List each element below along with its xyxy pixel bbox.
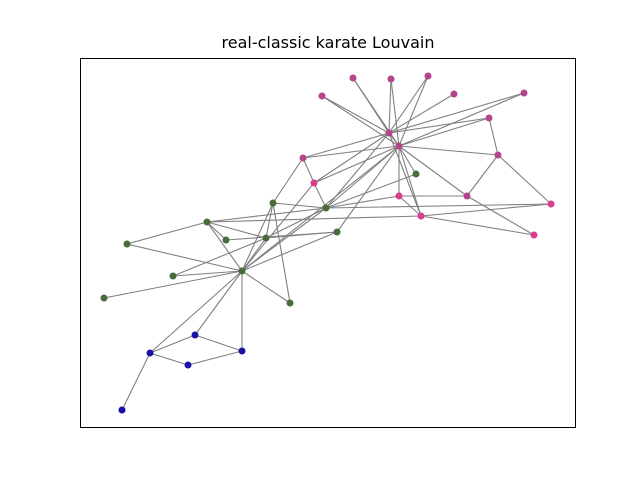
edge-n20-n19: [272, 202, 327, 209]
node-n25: [123, 240, 131, 248]
node-n13: [395, 192, 403, 200]
edge-n8-n6: [388, 92, 525, 134]
edge-n32-n33: [187, 350, 243, 366]
edge-n16-n21: [206, 215, 422, 223]
edge-n23-n26: [172, 237, 267, 277]
edge-n25-n21: [126, 221, 208, 245]
node-layer: [100, 72, 555, 414]
edge-n24-n27: [241, 231, 338, 272]
edge-n16-n17: [420, 215, 535, 236]
edge-n21-n27: [206, 221, 243, 272]
node-n22: [222, 236, 230, 244]
edge-n12-n27: [241, 182, 315, 272]
node-n18: [412, 170, 420, 178]
edge-n30-n31: [149, 334, 196, 354]
edge-n29-n27: [241, 270, 291, 304]
edge-n9-n10: [398, 145, 499, 156]
node-n9: [395, 142, 403, 150]
edge-n20-n13: [325, 195, 400, 209]
plot-frame: [80, 58, 576, 428]
edge-n19-n29: [272, 202, 291, 304]
node-n20: [322, 204, 330, 212]
edge-n8-n7: [388, 117, 490, 134]
edge-n20-n18: [325, 173, 417, 209]
edge-n9-n1: [321, 95, 400, 147]
edge-n9-n3: [390, 78, 400, 147]
edge-layer: [103, 75, 552, 411]
node-n6: [520, 89, 528, 97]
node-n14: [463, 192, 471, 200]
edge-n27-n31: [149, 270, 243, 354]
node-n15: [547, 200, 555, 208]
edge-n10-n14: [466, 154, 499, 197]
edge-n28-n27: [103, 270, 243, 299]
node-n10: [494, 151, 502, 159]
node-n33: [184, 361, 192, 369]
node-n1: [318, 92, 326, 100]
edge-n20-n23: [265, 207, 327, 239]
edge-n20-n21: [206, 207, 327, 223]
edge-n21-n23: [206, 221, 267, 239]
edge-n31-n33: [149, 352, 189, 366]
edge-n19-n23: [265, 202, 274, 239]
edge-n21-n22: [206, 221, 227, 241]
edge-n9-n16: [398, 145, 422, 217]
node-n34: [118, 406, 126, 414]
node-n3: [387, 75, 395, 83]
edge-n26-n27: [172, 270, 243, 277]
node-n21: [203, 218, 211, 226]
node-n27: [238, 267, 246, 275]
edge-n9-n11: [302, 145, 400, 159]
edge-n9-n12: [313, 145, 400, 184]
node-n24: [333, 228, 341, 236]
edge-n15-n20: [325, 203, 552, 209]
edge-n25-n27: [126, 243, 243, 272]
edge-n9-n4: [398, 75, 429, 147]
edge-n8-n3: [388, 78, 392, 134]
node-n11: [299, 154, 307, 162]
edge-n30-n32: [194, 334, 243, 352]
edge-n19-n27: [241, 202, 274, 272]
edge-n8-n4: [388, 75, 429, 134]
node-n4: [424, 72, 432, 80]
edge-n11-n19: [272, 157, 304, 204]
edge-n8-n11: [302, 132, 390, 159]
edge-n7-n10: [488, 117, 499, 156]
node-n19: [269, 199, 277, 207]
edge-n10-n15: [497, 154, 552, 205]
edge-n14-n17: [466, 195, 535, 236]
node-n23: [262, 234, 270, 242]
edge-n31-n34: [121, 352, 151, 411]
node-n30: [191, 331, 199, 339]
edge-n23-n27: [241, 237, 267, 272]
node-n2: [349, 74, 357, 82]
node-n26: [169, 272, 177, 280]
node-n28: [100, 294, 108, 302]
node-n29: [286, 299, 294, 307]
edge-n23-n24: [265, 231, 338, 239]
node-n7: [485, 114, 493, 122]
node-n16: [417, 212, 425, 220]
edge-n9-n14: [398, 145, 468, 197]
node-n17: [530, 231, 538, 239]
edge-n9-n7: [398, 117, 490, 147]
edge-n11-n12: [302, 157, 315, 184]
graph-title: real-classic karate Louvain: [221, 33, 435, 52]
edge-n9-n6: [398, 92, 525, 147]
node-n8: [385, 129, 393, 137]
edge-n8-n5: [388, 93, 455, 134]
node-n32: [238, 347, 246, 355]
edge-n16-n15: [420, 203, 552, 217]
edge-n9-n18: [398, 145, 417, 175]
edge-n20-n27: [241, 207, 327, 272]
edge-n12-n20: [313, 182, 327, 209]
edge-n8-n12: [313, 132, 390, 184]
node-n12: [310, 179, 318, 187]
node-n5: [450, 90, 458, 98]
edge-n8-n1: [321, 95, 390, 134]
node-n31: [146, 349, 154, 357]
edge-n27-n30: [194, 270, 243, 336]
